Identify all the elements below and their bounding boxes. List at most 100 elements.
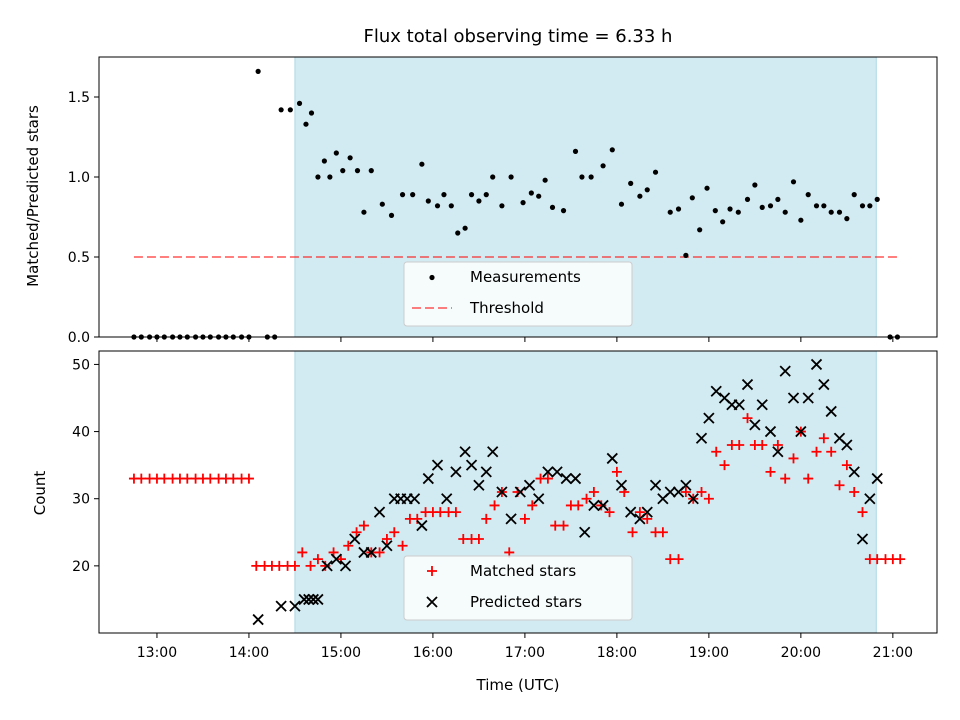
measurement-point [368, 168, 374, 174]
predicted-point [381, 540, 393, 552]
predicted-point [465, 459, 478, 471]
xtick-label: 20:00 [781, 645, 821, 661]
matched-point [680, 487, 691, 497]
top-ylabel: Matched/Predicted stars [24, 105, 42, 287]
matched-point [604, 507, 615, 518]
measurement-point [333, 150, 339, 156]
predicted-point [764, 425, 777, 438]
measurement-point [455, 230, 461, 236]
measurement-point [712, 208, 718, 214]
count-panel: 20 30 40 50 13:00 14:00 15:00 16:00 17:00 18:00 19… [72, 350, 938, 661]
measurement-point [828, 209, 834, 215]
predicted-point [542, 466, 554, 478]
matched-point [289, 560, 300, 571]
matched-point [243, 473, 254, 484]
matched-point [734, 440, 745, 450]
legend-marker-predicted [426, 596, 438, 608]
matched-point [573, 500, 584, 511]
matched-point [826, 446, 837, 457]
measurement-point [609, 147, 615, 153]
legend: Matched stars Predicted stars [403, 555, 633, 621]
series-predicted-stars [252, 358, 883, 626]
xtick-label: 16:00 [413, 645, 453, 661]
xaxis-label: Time (UTC) [476, 676, 560, 694]
matched-point [381, 534, 392, 544]
predicted-point [416, 519, 428, 532]
predicted-point [307, 593, 319, 606]
predicted-point [710, 385, 722, 397]
measurement-point [588, 174, 594, 180]
measurement-point [821, 203, 827, 209]
predicted-point [687, 493, 699, 505]
matched-point [841, 460, 852, 471]
predicted-point [450, 466, 462, 478]
predicted-point [749, 419, 761, 431]
axes-frame [98, 56, 938, 338]
measurement-point [327, 174, 333, 180]
predicted-point [588, 499, 600, 512]
matched-point [772, 440, 783, 450]
matched-point [489, 500, 500, 511]
measurement-point [744, 196, 751, 202]
predicted-point [303, 593, 315, 606]
predicted-point [871, 472, 883, 485]
predicted-point [560, 472, 572, 485]
measurement-point [508, 174, 514, 180]
matched-point [542, 473, 553, 484]
chart-title: Flux total observing time = 6.33 h [364, 26, 673, 47]
bottom-ylabel: Count [31, 471, 49, 516]
axes-frame [98, 350, 938, 634]
measurement-point [844, 216, 850, 222]
predicted-point [841, 439, 853, 451]
measurement-point [735, 209, 741, 215]
measurement-point [354, 168, 361, 174]
measurement-point [752, 182, 758, 188]
predicted-point [408, 493, 421, 505]
matched-point [389, 527, 400, 538]
series-matched-stars [128, 413, 906, 571]
predicted-point [523, 479, 536, 491]
matched-point [297, 547, 308, 558]
measurement-point [287, 107, 293, 113]
measurement-point [859, 203, 866, 209]
measurement-point [410, 192, 416, 198]
predicted-point [349, 533, 361, 545]
measurement-point [462, 225, 468, 231]
measurement-point [388, 212, 395, 218]
predicted-point [695, 432, 708, 444]
predicted-point [597, 499, 609, 512]
predicted-point [779, 365, 791, 377]
predicted-point [641, 506, 653, 518]
legend-label: Predicted stars [470, 593, 582, 611]
matched-point [358, 520, 369, 531]
xtick-label: 15:00 [321, 645, 361, 661]
measurement-point [434, 203, 441, 209]
matched-point [481, 513, 492, 524]
measurement-point [644, 187, 650, 193]
predicted-point [312, 593, 324, 606]
legend-label: Threshold [469, 299, 544, 317]
measurement-point [255, 68, 261, 74]
predicted-point [533, 493, 545, 505]
ytick-label: 0.0 [68, 330, 90, 346]
matched-point [558, 520, 569, 531]
measurement-point [851, 192, 857, 198]
predicted-point [802, 392, 814, 404]
ytick-label: 50 [72, 357, 90, 373]
matched-point [803, 473, 814, 484]
ytick-label: 40 [72, 425, 90, 441]
measurement-point [675, 206, 682, 212]
measurement-point [468, 192, 475, 198]
predicted-point [825, 405, 837, 418]
measurement-point [628, 180, 634, 186]
measurement-point [560, 208, 567, 214]
predicted-point [373, 506, 386, 518]
xtick-label: 18:00 [597, 645, 637, 661]
measurement-point [303, 121, 309, 127]
predicted-point [252, 613, 264, 626]
measurement-point [767, 203, 774, 209]
predicted-point [441, 493, 453, 505]
measurement-point [683, 252, 689, 258]
measurement-point [321, 158, 327, 164]
